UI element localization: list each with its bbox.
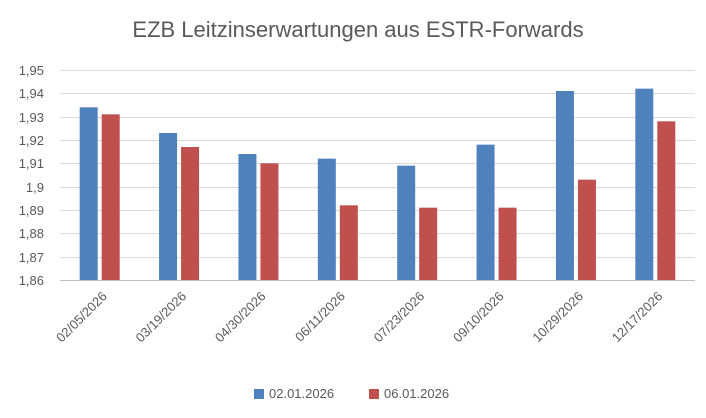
x-tick-label: 02/05/2026 [53,289,110,346]
y-tick-label: 1,92 [19,133,44,148]
bar-1-5 [397,165,416,280]
chart-title: EZB Leitzinserwartungen aus ESTR-Forward… [132,17,583,42]
x-tick-label: 07/23/2026 [371,289,428,346]
x-tick-label: 04/30/2026 [212,289,269,346]
y-tick-label: 1,89 [19,203,44,218]
x-tick-label: 03/19/2026 [133,289,190,346]
x-tick-label: 12/17/2026 [609,289,666,346]
legend-swatch-1 [254,389,264,399]
y-tick-label: 1,94 [19,86,44,101]
legend-label-2: 06.01.2026 [384,386,449,401]
bar-1-2 [159,133,178,280]
y-tick-label: 1,86 [19,273,44,288]
bar-1-6 [476,144,495,280]
gridlines [60,70,695,258]
bar-2-5 [419,207,438,280]
x-axis-ticks: 02/05/2026 03/19/2026 04/30/2026 06/11/2026… [53,289,665,346]
y-tick-label: 1,87 [19,250,44,265]
y-tick-label: 1,95 [19,63,44,78]
bar-2-4 [339,205,358,280]
y-tick-label: 1,9 [26,180,44,195]
bar-1-8 [635,88,654,281]
legend: 02.01.2026 06.01.2026 [254,386,449,401]
bar-2-1 [101,114,120,280]
x-tick-label: 06/11/2026 [292,289,348,345]
bar-1-3 [238,154,257,280]
bar-2-6 [498,207,517,280]
legend-label-1: 02.01.2026 [269,386,334,401]
bar-2-3 [260,163,279,280]
x-tick-label: 09/10/2026 [450,289,507,346]
x-tick-label: 10/29/2026 [529,289,586,346]
bar-2-2 [181,147,200,280]
bar-1-1 [79,107,98,280]
bar-2-8 [657,121,676,280]
bars [79,88,676,281]
bar-2-7 [577,179,596,280]
y-tick-label: 1,93 [19,110,44,125]
bar-1-4 [317,158,336,280]
bar-1-7 [555,91,574,280]
y-axis-ticks: 1,86 1,87 1,88 1,89 1,9 1,91 1,92 1,93 1,94 1,95 [19,63,44,288]
y-tick-label: 1,91 [19,156,44,171]
legend-swatch-2 [369,389,379,399]
y-tick-label: 1,88 [19,226,44,241]
